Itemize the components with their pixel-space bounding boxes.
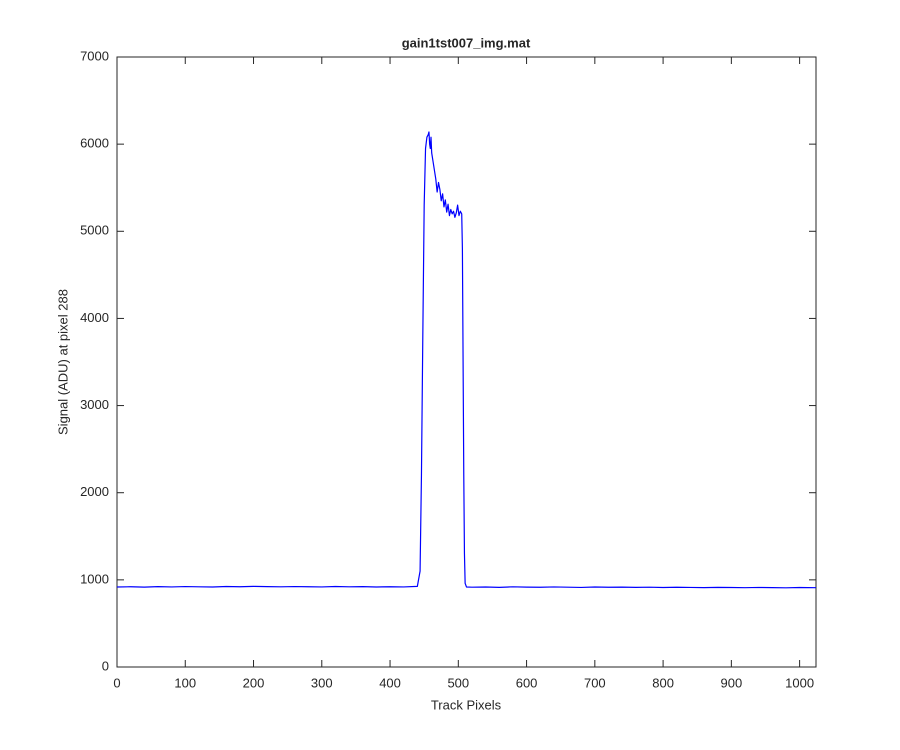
y-tick-label: 5000 xyxy=(80,223,109,238)
x-tick-label: 1000 xyxy=(785,675,814,690)
data-line xyxy=(116,131,817,589)
y-tick-label: 0 xyxy=(102,658,109,673)
x-tick-label: 0 xyxy=(113,675,120,690)
x-tick-label: 900 xyxy=(721,675,743,690)
x-tick-label: 400 xyxy=(379,675,401,690)
x-axis-label: Track Pixels xyxy=(431,697,502,712)
x-tick-label: 100 xyxy=(174,675,196,690)
y-tick-label: 7000 xyxy=(80,48,109,63)
y-tick-label: 4000 xyxy=(80,310,109,325)
y-axis-label: Signal (ADU) at pixel 288 xyxy=(55,289,70,435)
y-tick-label: 6000 xyxy=(80,136,109,151)
y-tick-label: 2000 xyxy=(80,484,109,499)
x-tick-label: 600 xyxy=(516,675,538,690)
chart-title: gain1tst007_img.mat xyxy=(402,35,531,50)
plot-frame xyxy=(116,56,817,668)
x-tick-label: 800 xyxy=(652,675,674,690)
x-tick-label: 300 xyxy=(311,675,333,690)
x-tick-label: 200 xyxy=(243,675,265,690)
y-tick-label: 1000 xyxy=(80,571,109,586)
x-tick-label: 700 xyxy=(584,675,606,690)
y-tick-label: 3000 xyxy=(80,397,109,412)
x-tick-label: 500 xyxy=(447,675,469,690)
